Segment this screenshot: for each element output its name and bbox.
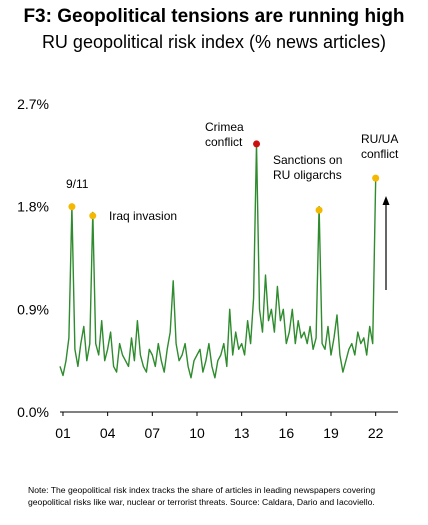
x-tick-label: 07 (145, 425, 161, 441)
label-9-11-line-1: 9/11 (66, 177, 89, 191)
x-tick-label: 19 (323, 425, 339, 441)
label-ru-ua-conflict: RU/UA conflict (361, 132, 401, 161)
series-line (59, 143, 377, 379)
label-crimea-line-1: Crimea (205, 120, 244, 134)
y-tick-label: 0.0% (17, 404, 49, 420)
label-iraq-line-1: Iraq invasion (109, 209, 177, 223)
x-tick-label: 04 (100, 425, 116, 441)
label-sanctions: Sanctions on RU oligarchs (273, 153, 346, 182)
label-ruua-line-1: RU/UA (361, 132, 398, 146)
event-markers (68, 140, 380, 220)
event-marker (372, 174, 380, 182)
event-labels: 9/11 Iraq invasion Crimea conflict Sanct… (66, 120, 401, 223)
x-tick-label: 01 (55, 425, 71, 441)
y-tick-label: 1.8% (17, 199, 49, 215)
label-crimea-line-2: conflict (205, 135, 243, 149)
x-tick-label: 10 (189, 425, 205, 441)
event-marker (253, 140, 261, 148)
label-ruua-line-2: conflict (361, 147, 399, 161)
label-iraq-invasion: Iraq invasion (109, 209, 177, 223)
line-chart: 0.0% 0.9% 1.8% 2.7% 01 04 07 10 13 16 19 22 9/11 I… (17, 96, 401, 441)
x-tick-label: 22 (368, 425, 384, 441)
trend-arrow (382, 196, 390, 290)
x-axis-ticks: 01 04 07 10 13 16 19 22 (55, 412, 384, 441)
label-9-11: 9/11 (66, 177, 89, 191)
chart-title: F3: Geopolitical tensions are running hi… (23, 6, 405, 27)
label-crimea-conflict: Crimea conflict (205, 120, 247, 149)
event-marker (315, 206, 323, 214)
x-tick-label: 13 (234, 425, 250, 441)
event-marker (89, 212, 97, 220)
y-axis-ticks: 0.0% 0.9% 1.8% 2.7% (17, 96, 49, 420)
chart-subtitle: RU geopolitical risk index (% news artic… (41, 32, 387, 52)
y-tick-label: 2.7% (17, 96, 49, 112)
source-note: Note: The geopolitical risk index tracks… (28, 485, 376, 507)
label-sanctions-line-1: Sanctions on (273, 153, 342, 167)
event-marker (68, 203, 76, 211)
y-tick-label: 0.9% (17, 301, 49, 317)
label-sanctions-line-2: RU oligarchs (273, 168, 342, 182)
x-tick-label: 16 (279, 425, 295, 441)
